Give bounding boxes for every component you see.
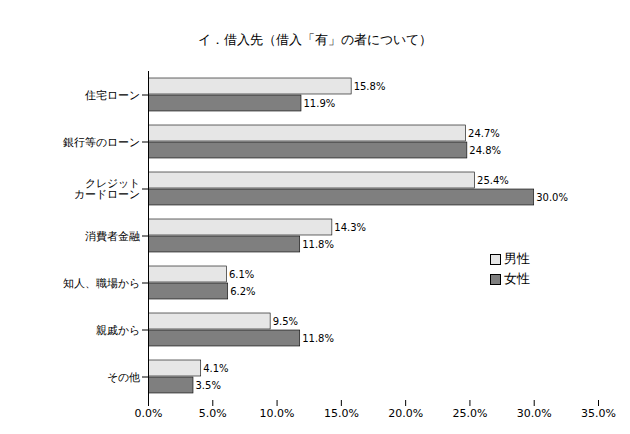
svg-text:35.0%: 35.0%	[581, 407, 616, 420]
svg-text:10.0%: 10.0%	[260, 407, 295, 420]
svg-text:消費者金融: 消費者金融	[85, 230, 140, 243]
html-text:イ．借入先（借入「有」の者について）: イ．借入先（借入「有」の者について）	[198, 32, 432, 47]
svg-text:25.0%: 25.0%	[452, 407, 487, 420]
svg-text:6.2%: 6.2%	[230, 286, 255, 297]
svg-text:0.0%: 0.0%	[135, 407, 163, 420]
svg-text:住宅ローン: 住宅ローン	[85, 89, 140, 102]
svg-text:その他: その他	[107, 371, 140, 384]
svg-text:クレジットカードローン: クレジットカードローン	[74, 177, 140, 201]
svg-text:15.0%: 15.0%	[324, 407, 359, 420]
svg-text:25.4%: 25.4%	[477, 175, 509, 186]
svg-text:銀行等のローン: 銀行等のローン	[63, 136, 140, 149]
svg-text:親戚から: 親戚から	[96, 324, 140, 337]
svg-text:20.0%: 20.0%	[388, 407, 423, 420]
svg-text:30.0%: 30.0%	[536, 192, 568, 203]
html-text:男性: 男性	[504, 251, 530, 266]
svg-text:30.0%: 30.0%	[517, 407, 552, 420]
html-text:女性: 女性	[504, 271, 530, 286]
svg-text:11.8%: 11.8%	[302, 333, 334, 344]
svg-text:9.5%: 9.5%	[273, 316, 298, 327]
svg-text:14.3%: 14.3%	[334, 222, 366, 233]
svg-text:5.0%: 5.0%	[199, 407, 227, 420]
svg-text:11.8%: 11.8%	[302, 239, 334, 250]
svg-text:6.1%: 6.1%	[229, 269, 254, 280]
svg-text:15.8%: 15.8%	[354, 81, 386, 92]
svg-text:3.5%: 3.5%	[196, 380, 221, 391]
svg-text:4.1%: 4.1%	[203, 363, 228, 374]
svg-text:11.9%: 11.9%	[304, 98, 336, 109]
svg-text:24.8%: 24.8%	[469, 145, 501, 156]
svg-text:知人、職場から: 知人、職場から	[63, 277, 140, 290]
svg-text:24.7%: 24.7%	[468, 128, 500, 139]
